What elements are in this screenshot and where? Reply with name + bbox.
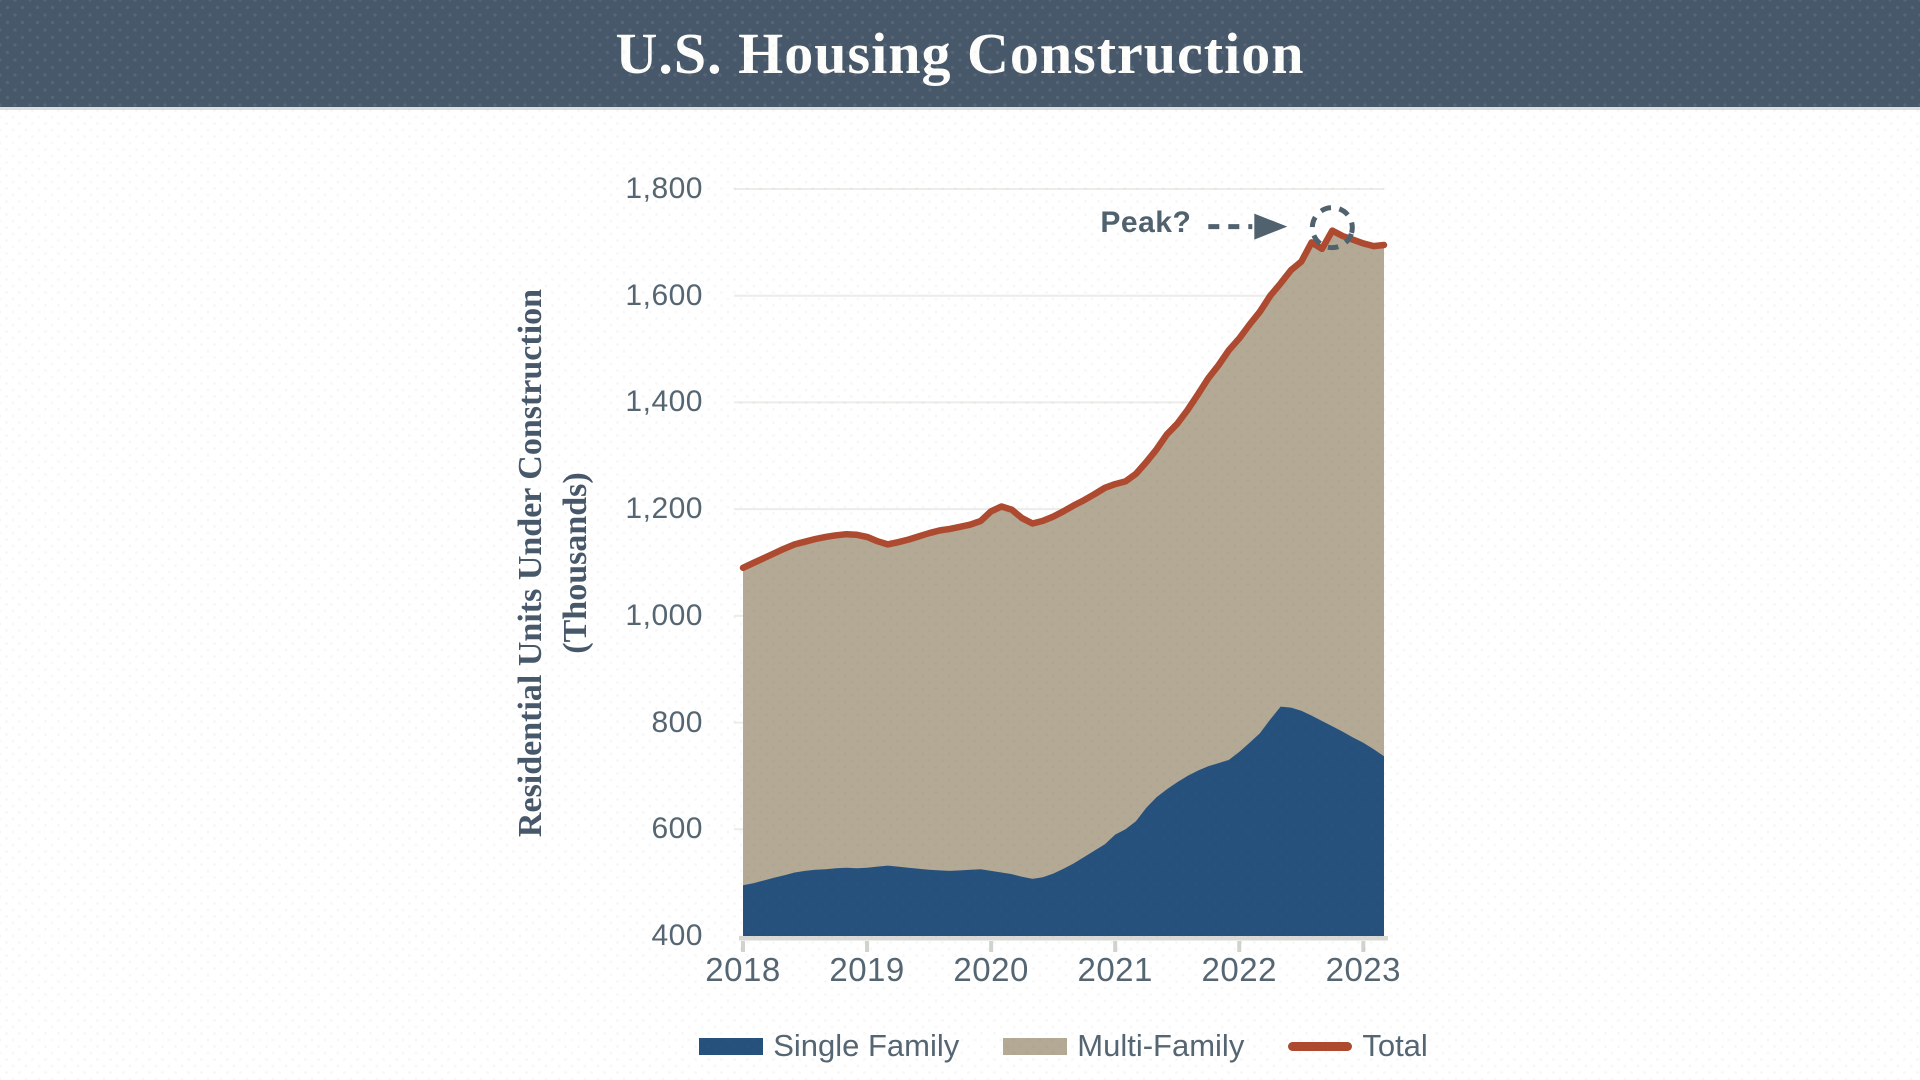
y-tick-label-400: 400	[651, 919, 703, 952]
x-axis-tick-2021	[1113, 941, 1118, 952]
peak-arrow-head-icon	[1254, 213, 1288, 240]
single-family-area	[743, 706, 1384, 936]
x-axis-baseline	[739, 936, 1388, 941]
peak-annotation-label: Peak?	[1100, 205, 1192, 239]
legend-label-multi-family: Multi-Family	[1077, 1028, 1245, 1063]
x-axis-tick-2018	[741, 941, 745, 952]
total-line	[739, 227, 1388, 572]
x-axis-tick-2020	[989, 941, 994, 952]
x-tick-label-2020: 2020	[953, 951, 1029, 988]
x-axis-tick-2019	[865, 941, 870, 952]
legend-label-single-family: Single Family	[773, 1028, 960, 1063]
single-family-swatch-icon	[699, 1037, 764, 1055]
legend-item-single-family: Single Family	[699, 1028, 959, 1064]
x-tick-label-2019: 2019	[829, 951, 905, 988]
peak-dashed-circle-icon	[1309, 205, 1355, 251]
legend-item-total: Total	[1288, 1028, 1428, 1064]
y-axis-title-line1: Residential Units Under Construction	[512, 288, 550, 838]
x-tick-label-2023: 2023	[1325, 951, 1402, 988]
y-tick-label-1,400: 1,400	[625, 385, 703, 419]
x-tick-label-2018: 2018	[705, 951, 781, 988]
y-tick-label-1,200: 1,200	[625, 492, 703, 526]
chart-legend: Single Family Multi-Family Total	[699, 1020, 1428, 1072]
legend-item-multi-family: Multi-Family	[1003, 1028, 1244, 1064]
y-tick-label-1,600: 1,600	[625, 278, 703, 312]
x-tick-label-2021: 2021	[1077, 951, 1153, 988]
y-tick-label-1,000: 1,000	[625, 598, 703, 632]
x-tick-label-2022: 2022	[1201, 951, 1277, 988]
page-title: U.S. Housing Construction	[615, 21, 1305, 86]
y-tick-label-800: 800	[651, 705, 703, 739]
x-axis-tick-2022	[1237, 941, 1242, 952]
multi-family-swatch-icon	[1003, 1037, 1068, 1055]
multi-family-area	[743, 230, 1384, 937]
legend-label-total: Total	[1362, 1028, 1428, 1063]
total-line-swatch-icon	[1288, 1041, 1353, 1051]
x-axis-tick-2023	[1361, 941, 1366, 952]
y-tick-label-1,800: 1,800	[625, 172, 703, 205]
y-tick-label-600: 600	[651, 812, 703, 846]
header-bar: U.S. Housing Construction	[0, 0, 1920, 107]
